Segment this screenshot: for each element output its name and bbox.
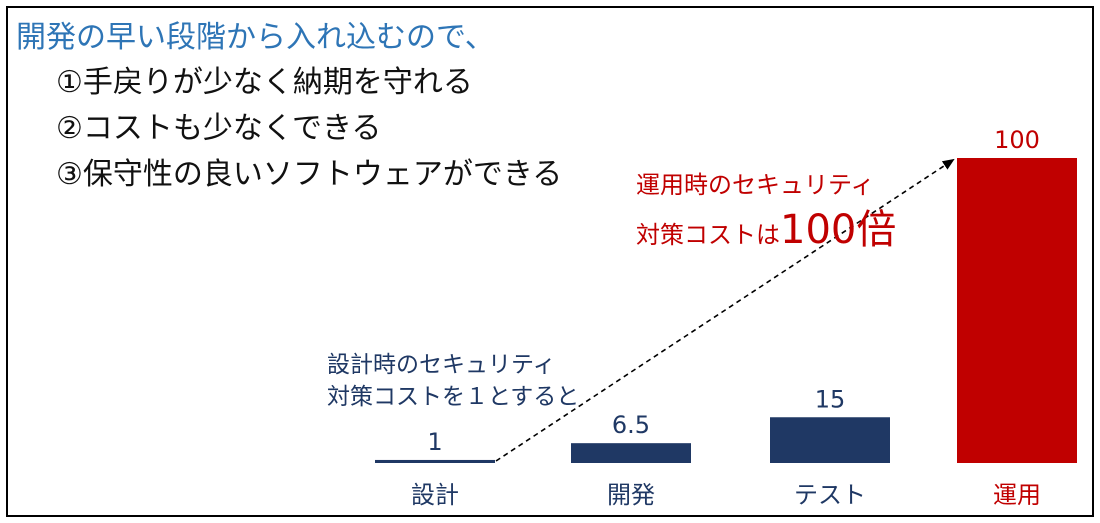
benefit-item: ①手戻りが少なく納期を守れる [56,65,473,100]
category-label: テスト [794,481,866,509]
annotation-high-emphasis: 100倍 [780,207,896,253]
annotation-low-line: 対策コストを１とすると [327,384,579,410]
bar-1 [375,459,495,463]
bar-3 [770,417,890,463]
bar-4 [957,158,1077,463]
annotation-high-line: 対策コストは100倍 [636,207,896,253]
value-label: 1 [427,428,442,456]
benefit-list: ①手戻りが少なく納期を守れる ②コストも少なくできる ③保守性の良いソフトウェア… [56,60,562,198]
benefit-item: ②コストも少なくできる [56,111,382,146]
value-label: 6.5 [612,411,650,439]
benefit-item: ③保守性の良いソフトウェアができる [56,157,563,192]
category-label: 設計 [411,481,459,509]
slide-frame [6,6,1094,517]
trend-arrow [495,158,955,462]
headline: 開発の早い段階から入れ込むので、 [16,20,495,55]
annotation-high-line: 運用時のセキュリティ [636,171,875,199]
category-label: 開発 [607,481,655,509]
value-label: 15 [815,385,846,413]
value-label: 100 [994,126,1040,154]
annotation-high-prefix: 対策コストは [636,221,780,249]
annotation-low-line: 設計時のセキュリティ [327,352,556,378]
bar-2 [571,443,691,463]
category-label: 運用 [993,481,1041,509]
